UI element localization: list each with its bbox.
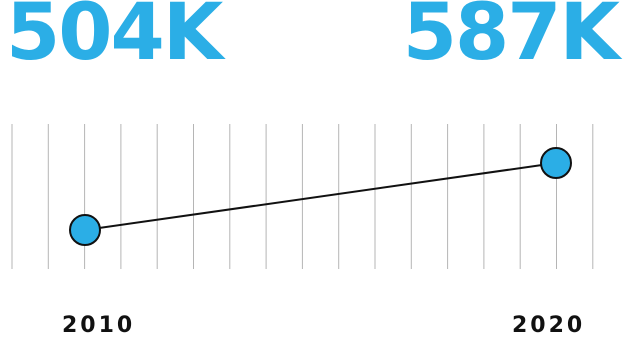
data-points [69,147,572,246]
x-tick-label-end: 2020 [512,313,586,338]
data-point-2010 [69,214,101,246]
data-point-2020 [540,147,572,179]
x-tick-label-start: 2010 [62,313,136,338]
series-line [84,162,557,231]
vertical-gridlines [11,124,594,269]
start-value-label: 504K [6,0,223,78]
end-value-label: 587K [402,0,620,78]
